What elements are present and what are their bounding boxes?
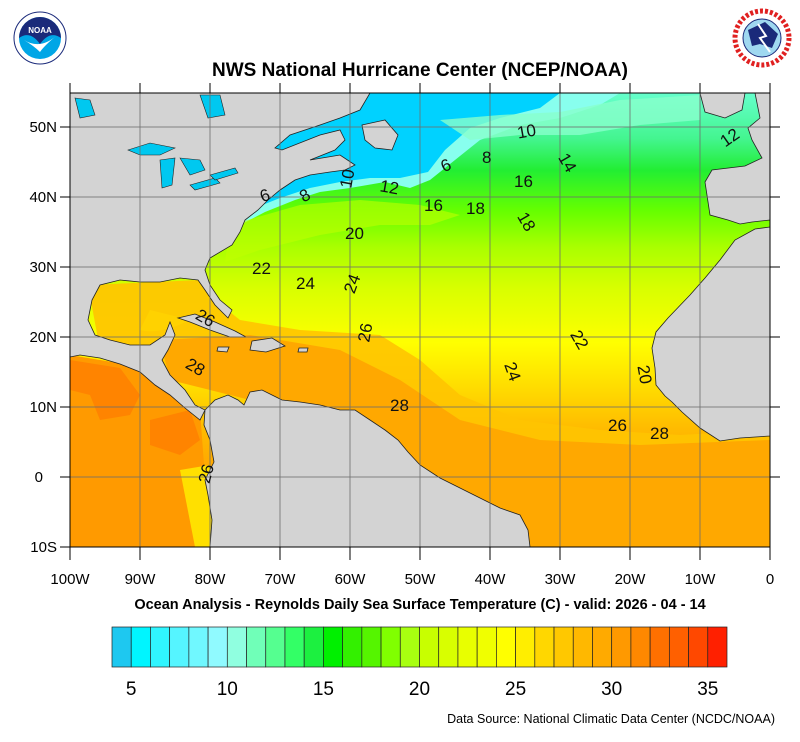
colorbar-cell [649, 626, 670, 668]
colorbar-cell [572, 626, 593, 668]
colorbar-cell [476, 626, 497, 668]
colorbar-cell [303, 626, 324, 668]
lon-label: 10W [685, 571, 717, 588]
colorbar-label: 25 [505, 679, 526, 700]
contour-label: 28 [390, 396, 409, 415]
colorbar-label: 5 [126, 679, 137, 700]
contour-label: 22 [252, 259, 271, 278]
lon-label: 30W [545, 571, 577, 588]
colorbar-cell [668, 626, 689, 668]
colorbar-label: 20 [409, 679, 430, 700]
land-masses [70, 93, 770, 547]
longitude-labels: 100W 90W 80W 70W 60W 50W 40W 30W 20W 10W… [50, 571, 774, 588]
contour-label: 12 [378, 176, 400, 198]
colorbar-cell [169, 626, 190, 668]
lon-label: 70W [265, 571, 297, 588]
colorbar-cell [246, 626, 267, 668]
lon-label: 20W [615, 571, 647, 588]
nws-logo-icon [732, 8, 792, 68]
africa-land [651, 226, 770, 442]
contour-label: 20 [345, 224, 364, 243]
colorbar-cell [342, 626, 363, 668]
map-subtitle: Ocean Analysis - Reynolds Daily Sea Surf… [134, 597, 705, 613]
south-america-land [203, 389, 531, 547]
colorbar-label: 15 [313, 679, 334, 700]
map-plot-area: 10 12 8 6 14 16 16 18 18 20 22 24 24 26 … [70, 93, 770, 547]
colorbar-cell [611, 626, 632, 668]
hudson-bay-water [199, 94, 226, 119]
colorbar-cell [399, 626, 420, 668]
colorbar-cell [438, 626, 459, 668]
colorbar-cell [457, 626, 478, 668]
contour-label: 16 [424, 196, 443, 215]
contour-label: 8 [482, 148, 491, 167]
colorbar-cell [630, 626, 651, 668]
colorbar-labels: 5 10 15 20 25 30 35 [126, 679, 718, 700]
colorbar-cell [380, 626, 401, 668]
colorbar-cell [284, 626, 305, 668]
colorbar-cell [419, 626, 440, 668]
colorbar-cell [323, 626, 343, 668]
chart-title: NWS National Hurricane Center (NCEP/NOAA… [212, 60, 628, 81]
europe-land [704, 93, 770, 225]
colorbar-cell [688, 626, 709, 668]
colorbar-cell [553, 626, 574, 668]
data-source-note: Data Source: National Climatic Data Cent… [447, 712, 775, 726]
lon-label: 40W [475, 571, 507, 588]
latitude-labels: 50N 40N 30N 20N 10N 0 10S [29, 119, 57, 556]
colorbar-cell [265, 626, 286, 668]
colorbar-label: 30 [601, 679, 622, 700]
contour-label: 18 [466, 199, 485, 218]
contour-label: 26 [608, 416, 627, 435]
contour-label: 10 [516, 121, 538, 143]
contour-label: 10 [336, 168, 358, 190]
contour-label: 26 [354, 322, 376, 344]
lon-label: 90W [125, 571, 157, 588]
contour-label: 16 [514, 172, 533, 191]
contour-label: 20 [633, 364, 655, 386]
jamaica-land [216, 346, 230, 353]
lat-label: 30N [29, 259, 57, 276]
colorbar [111, 626, 728, 668]
svg-text:NOAA: NOAA [28, 26, 52, 35]
colorbar-label: 10 [217, 679, 238, 700]
colorbar-cell [361, 626, 382, 668]
lat-label: 10N [29, 399, 57, 416]
hispaniola-land [249, 337, 286, 353]
british-isles-land [699, 93, 746, 119]
contour-label: 24 [296, 274, 315, 293]
axis-ticks [60, 83, 780, 560]
colorbar-cell [226, 626, 247, 668]
lat-label: 40N [29, 189, 57, 206]
colorbar-cell [207, 626, 228, 668]
lon-label: 0 [766, 571, 774, 588]
colorbar-cell [150, 626, 171, 668]
lon-label: 100W [50, 571, 90, 588]
contour-label: 28 [650, 424, 669, 443]
colorbar-label: 35 [697, 679, 718, 700]
colorbar-cell [515, 626, 536, 668]
lon-label: 60W [335, 571, 367, 588]
lat-label: 0 [35, 469, 43, 486]
lat-label: 50N [29, 119, 57, 136]
colorbar-cell [188, 626, 209, 668]
graticule [70, 93, 770, 547]
lon-label: 80W [195, 571, 227, 588]
colorbar-cell [130, 626, 151, 668]
colorbar-cell [592, 626, 613, 668]
colorbar-cell [534, 626, 555, 668]
lat-label: 10S [30, 539, 57, 556]
noaa-logo-icon: NOAA [13, 11, 67, 65]
contour-label: 26 [195, 462, 218, 485]
colorbar-cell [496, 626, 516, 668]
lon-label: 50W [405, 571, 437, 588]
puerto-rico-land [297, 347, 309, 353]
lat-label: 20N [29, 329, 57, 346]
colorbar-cell [707, 626, 728, 668]
colorbar-cell [111, 626, 132, 668]
